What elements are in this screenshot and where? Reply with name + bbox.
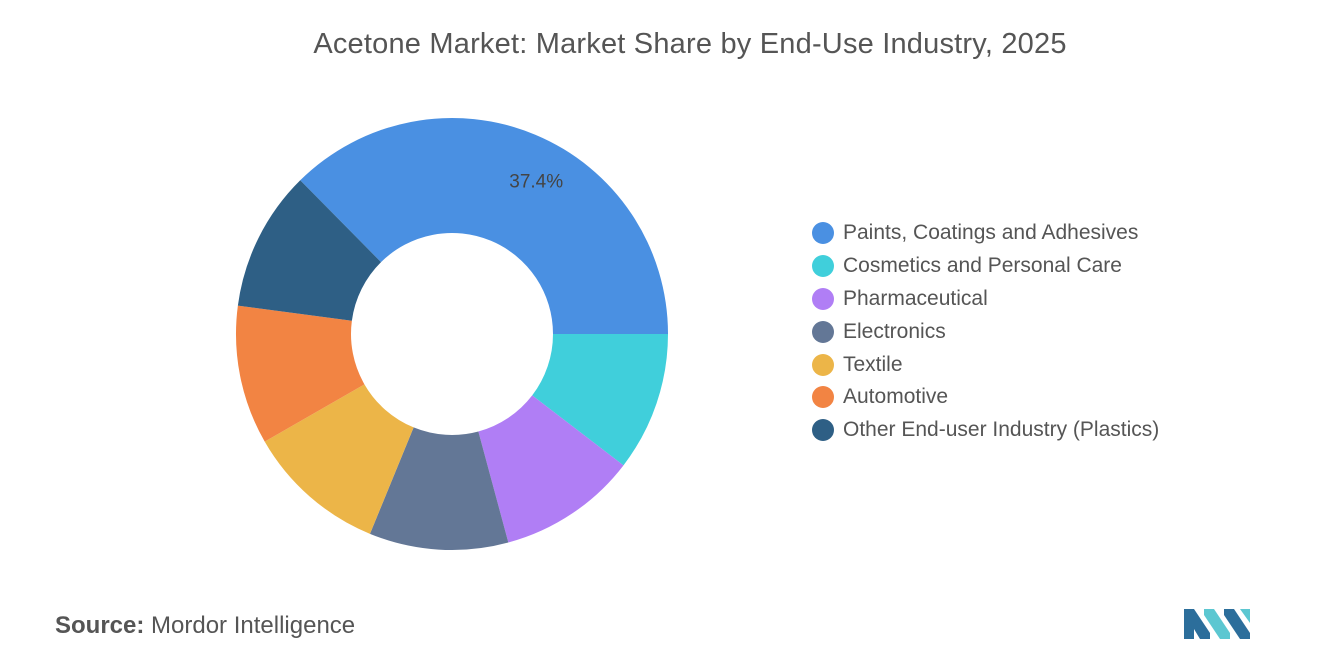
- data-label-paints-coatings-and-adhesives: 37.4%: [509, 171, 563, 192]
- legend-swatch: [812, 353, 834, 376]
- legend-item-automotive: Automotive: [812, 381, 1159, 414]
- legend-label: Electronics: [843, 319, 946, 343]
- legend-swatch: [812, 255, 834, 278]
- legend-item-cosmetics-and-personal-care: Cosmetics and Personal Care: [812, 250, 1159, 283]
- legend-item-pharmaceutical: Pharmaceutical: [812, 283, 1159, 316]
- donut-slice-other-end-user-industry-plastics: [237, 180, 382, 321]
- legend-item-textile: Textile: [812, 348, 1159, 381]
- donut-slice-pharmaceutical: [478, 395, 624, 543]
- legend-swatch: [812, 320, 834, 343]
- mordor-intelligence-logo-icon: [1184, 609, 1250, 639]
- donut-slice-paints-coatings-and-adhesives: [300, 117, 668, 334]
- donut-slice-electronics: [369, 427, 509, 550]
- source-value: Mordor Intelligence: [151, 612, 356, 639]
- legend-item-paints-coatings-and-adhesives: Paints, Coatings and Adhesives: [812, 217, 1159, 250]
- source-note: Source: Mordor Intelligence: [55, 612, 355, 640]
- chart-title: Acetone Market: Market Share by End-Use …: [313, 28, 1067, 60]
- donut-slice-textile: [264, 384, 414, 534]
- legend-item-electronics: Electronics: [812, 315, 1159, 348]
- chart-legend: Paints, Coatings and Adhesives Cosmetics …: [812, 217, 1159, 447]
- legend-label: Textile: [843, 352, 903, 376]
- legend-label: Other End-user Industry (Plastics): [843, 418, 1160, 442]
- legend-label: Pharmaceutical: [843, 286, 988, 310]
- legend-label: Cosmetics and Personal Care: [843, 254, 1122, 278]
- legend-swatch: [812, 386, 834, 409]
- donut-slice-cosmetics-and-personal-care: [532, 334, 668, 466]
- legend-label: Automotive: [843, 385, 949, 409]
- source-label: Source:: [55, 612, 145, 639]
- donut-slice-automotive: [236, 305, 365, 442]
- legend-label: Paints, Coatings and Adhesives: [843, 221, 1139, 245]
- legend-swatch: [812, 287, 834, 310]
- legend-swatch: [812, 222, 834, 245]
- legend-item-other-end-user-industry-plastics: Other End-user Industry (Plastics): [812, 414, 1159, 447]
- legend-swatch: [812, 419, 834, 442]
